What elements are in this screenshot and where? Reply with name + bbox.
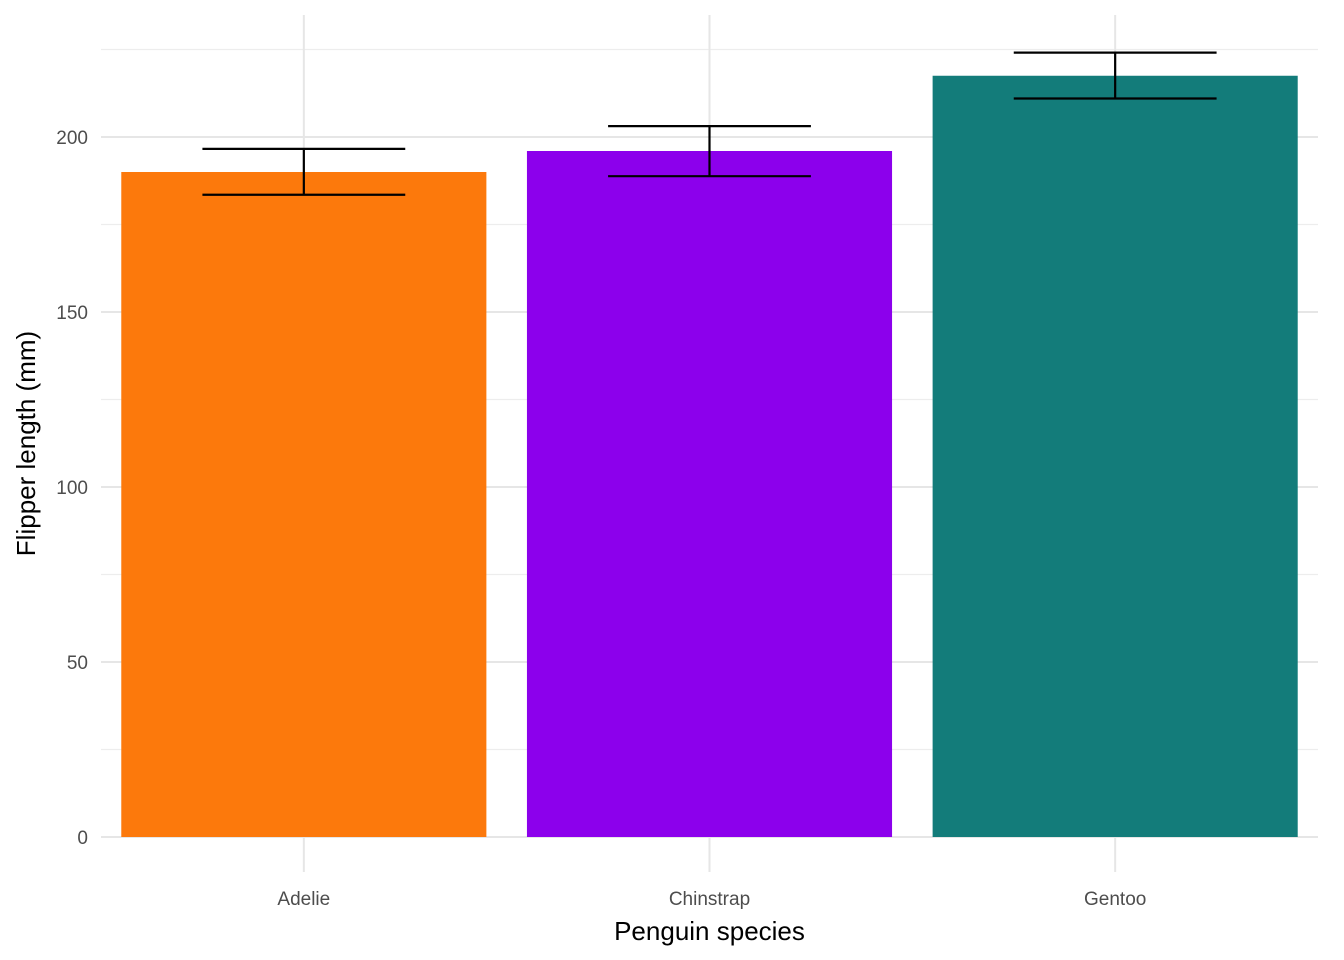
bar-gentoo — [932, 75, 1298, 837]
error-bar-adelie — [202, 147, 406, 196]
x-tick-label: Chinstrap — [669, 889, 750, 910]
x-tick-label: Adelie — [277, 889, 330, 910]
x-axis-title: Penguin species — [614, 916, 805, 946]
bar-chinstrap — [526, 151, 893, 837]
y-tick-label: 100 — [56, 478, 88, 499]
y-tick-label: 200 — [56, 128, 88, 149]
bars — [121, 75, 1298, 837]
y-axis-ticks: 0 50 100 150 200 — [56, 128, 88, 849]
y-tick-label: 0 — [77, 828, 88, 849]
y-tick-label: 50 — [67, 653, 88, 674]
error-bar-gentoo — [1013, 51, 1217, 100]
bar-adelie — [121, 172, 487, 837]
error-bars — [202, 51, 1217, 196]
x-tick-label: Gentoo — [1084, 889, 1146, 910]
error-bar-chinstrap — [608, 125, 811, 178]
y-tick-label: 150 — [56, 303, 88, 324]
x-axis-ticks: Adelie Chinstrap Gentoo — [277, 889, 1146, 910]
y-axis-title: Flipper length (mm) — [11, 331, 41, 556]
